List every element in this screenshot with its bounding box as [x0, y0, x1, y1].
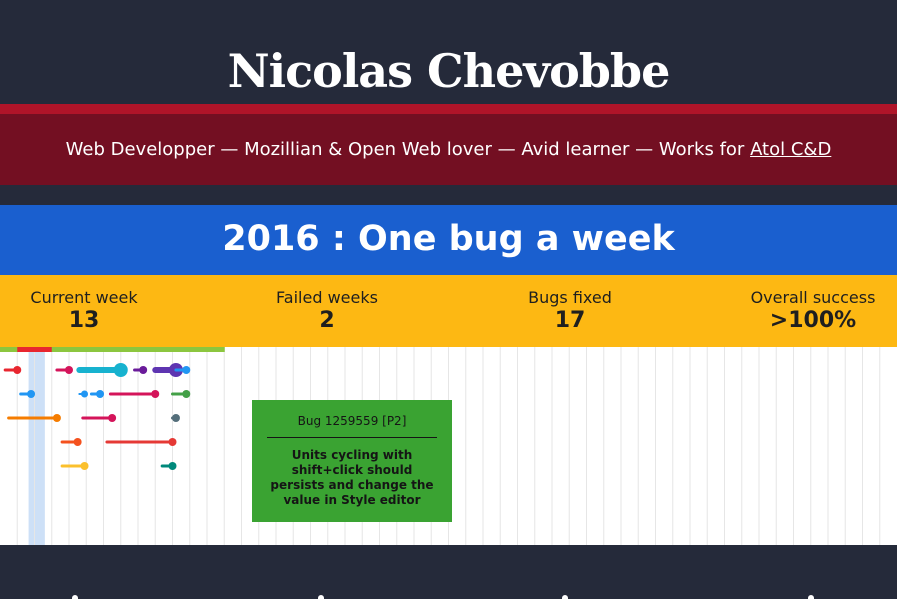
- week-status-ok: [0, 347, 18, 352]
- bug-end-dot: [52, 414, 61, 422]
- tooltip-description: Units cycling with shift+click should pe…: [270, 448, 434, 507]
- week-status-ok: [138, 347, 156, 352]
- bug-end-dot: [96, 390, 105, 398]
- bug-tooltip: Bug 1259559 [P2] Units cycling with shif…: [252, 400, 452, 522]
- tooltip-divider: [267, 437, 437, 438]
- tagline-text: Web Developper — Mozillian & Open Web lo…: [65, 139, 751, 160]
- tooltip-title: Bug 1259559 [P2]: [297, 414, 407, 428]
- stat-label: Failed weeks: [276, 288, 378, 307]
- week-status-ok: [103, 347, 122, 352]
- stat-value: 17: [554, 308, 586, 333]
- week-status-ok: [155, 347, 173, 352]
- next-section-mark: [318, 595, 324, 599]
- stats-band: Current week 13 Failed weeks 2 Bugs fixe…: [0, 275, 897, 347]
- stat-value: >100%: [769, 308, 857, 333]
- week-status-ok: [172, 347, 191, 352]
- bug-end-dot: [65, 366, 73, 374]
- stat-current-week: Current week 13: [0, 288, 184, 333]
- timeline-svg: [0, 347, 881, 545]
- stat-failed-weeks: Failed weeks 2: [227, 288, 427, 333]
- week-status-ok: [69, 347, 87, 352]
- bug-end-dot: [182, 390, 191, 398]
- bug-end-dot: [113, 363, 128, 377]
- bug-end-dot: [139, 366, 148, 374]
- tagline: Web Developper — Mozillian & Open Web lo…: [0, 139, 897, 160]
- week-status-fail: [17, 347, 35, 352]
- employer-link[interactable]: Atol C&D: [750, 139, 832, 160]
- week-status-ok: [189, 347, 208, 352]
- stat-label: Bugs fixed: [528, 288, 612, 307]
- bug-end-dot: [108, 414, 117, 422]
- current-week-highlight: [28, 347, 45, 545]
- challenge-title: 2016 : One bug a week: [222, 219, 675, 259]
- week-status-ok: [51, 347, 70, 352]
- stat-value: 13: [68, 308, 100, 333]
- week-status-ok: [86, 347, 104, 352]
- week-status-ok: [207, 347, 225, 352]
- challenge-title-band: 2016 : One bug a week: [0, 205, 897, 275]
- site-title: Nicolas Chevobbe: [227, 44, 671, 98]
- bug-end-dot: [81, 390, 89, 398]
- bug-end-dot: [80, 462, 89, 470]
- week-status-fail: [34, 347, 53, 352]
- stat-label: Current week: [30, 288, 138, 307]
- week-status-ok: [120, 347, 139, 352]
- stat-label: Overall success: [750, 288, 876, 307]
- red-divider: [0, 104, 897, 114]
- stat-bugs-fixed: Bugs fixed 17: [470, 288, 670, 333]
- bug-end-dot: [168, 462, 177, 470]
- bug-end-dot: [27, 390, 36, 398]
- bug-end-dot: [73, 438, 82, 446]
- stat-value: 2: [319, 308, 335, 333]
- next-section-mark: [562, 595, 568, 599]
- stat-overall-success: Overall success >100%: [713, 288, 897, 333]
- bug-end-dot: [168, 438, 177, 446]
- bug-end-dot: [13, 366, 22, 374]
- next-section: [0, 545, 897, 599]
- bug-end-dot: [182, 366, 191, 374]
- next-section-mark: [808, 595, 814, 599]
- bug-end-dot: [151, 390, 160, 398]
- next-section-mark: [72, 595, 78, 599]
- bug-end-dot: [171, 414, 180, 422]
- tagline-band: Web Developper — Mozillian & Open Web lo…: [0, 114, 897, 185]
